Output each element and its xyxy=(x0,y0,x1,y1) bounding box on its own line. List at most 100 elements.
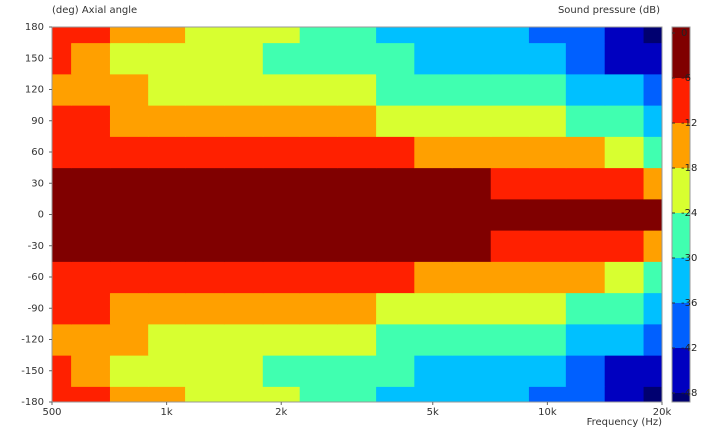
contour-cell xyxy=(185,230,225,262)
contour-cell xyxy=(52,27,72,44)
contour-cell xyxy=(451,42,492,75)
contour-cell xyxy=(490,230,530,262)
contour-cell xyxy=(71,198,111,231)
contour-cell xyxy=(262,136,301,169)
contour-cell xyxy=(376,355,415,387)
colorbar-band xyxy=(672,123,690,169)
contour-cell xyxy=(71,292,111,325)
contour-cell xyxy=(299,261,338,294)
colorbar-band xyxy=(672,168,690,214)
contour-cell xyxy=(52,167,72,200)
plot-area xyxy=(52,27,663,403)
contour-cell xyxy=(223,355,264,387)
contour-cell xyxy=(451,105,492,137)
contour-cell xyxy=(148,136,186,169)
contour-cell xyxy=(223,73,264,106)
contour-cell xyxy=(643,386,663,403)
contour-cell xyxy=(185,323,225,356)
contour-cell xyxy=(414,105,453,137)
y-tick-label: 180 xyxy=(25,22,44,33)
contour-cell xyxy=(185,167,225,200)
contour-cell xyxy=(451,261,492,294)
contour-cell xyxy=(528,355,567,387)
contour-cell xyxy=(148,261,186,294)
contour-cell xyxy=(71,261,111,294)
contour-cell xyxy=(223,42,264,75)
contour-cell xyxy=(148,292,186,325)
x-tick-label: 500 xyxy=(42,407,61,418)
y-tick-label: -180 xyxy=(21,397,44,408)
contour-cell xyxy=(604,292,645,325)
z-axis-title: Sound pressure (dB) xyxy=(558,5,660,16)
contour-cell xyxy=(299,198,338,231)
y-tick-label: 120 xyxy=(25,85,44,96)
contour-cell xyxy=(490,386,530,403)
contour-cell xyxy=(565,27,606,44)
contour-cell xyxy=(376,42,415,75)
contour-cell xyxy=(643,261,663,294)
contour-cell xyxy=(299,167,338,200)
y-tick-label: 60 xyxy=(31,147,44,158)
contour-cell xyxy=(148,42,186,75)
contour-cell xyxy=(451,292,492,325)
contour-cell xyxy=(52,230,72,262)
contour-cell xyxy=(52,261,72,294)
contour-cell xyxy=(451,136,492,169)
contour-cell xyxy=(337,292,377,325)
contour-cell xyxy=(52,292,72,325)
contour-cell xyxy=(185,386,225,403)
contour-cell xyxy=(565,323,606,356)
contour-cell xyxy=(337,198,377,231)
contour-cell xyxy=(414,42,453,75)
y-tick-label: -60 xyxy=(28,272,44,283)
colorbar-label: -42 xyxy=(681,343,697,354)
contour-cell xyxy=(604,73,645,106)
contour-cell xyxy=(376,323,415,356)
contour-cell xyxy=(223,27,264,44)
y-tick-label: -90 xyxy=(28,303,44,314)
colorbar-label: -36 xyxy=(681,298,697,309)
contour-cell xyxy=(528,261,567,294)
contour-cell xyxy=(490,198,530,231)
contour-cell xyxy=(262,167,301,200)
contour-cell xyxy=(299,230,338,262)
contour-cell xyxy=(52,355,72,387)
contour-cell xyxy=(414,73,453,106)
contour-cell xyxy=(223,323,264,356)
contour-cell xyxy=(414,386,453,403)
contour-cell xyxy=(528,73,567,106)
contour-cell xyxy=(185,42,225,75)
contour-cell xyxy=(490,323,530,356)
y-tick-label: 150 xyxy=(25,53,44,64)
contour-cell xyxy=(109,136,149,169)
contour-cell xyxy=(71,386,111,403)
contour-cell xyxy=(337,230,377,262)
contour-cell xyxy=(109,167,149,200)
contour-cell xyxy=(71,355,111,387)
contour-cell xyxy=(71,167,111,200)
contour-cell xyxy=(490,355,530,387)
contour-cell xyxy=(262,198,301,231)
contour-cell xyxy=(109,292,149,325)
contour-cell xyxy=(643,292,663,325)
contour-cell xyxy=(490,27,530,44)
contour-cell xyxy=(528,167,567,200)
contour-cell xyxy=(490,261,530,294)
colorbar-label: -30 xyxy=(681,253,697,264)
colorbar-band xyxy=(672,348,690,394)
contour-cell xyxy=(414,261,453,294)
contour-cell xyxy=(414,27,453,44)
contour-cell xyxy=(565,73,606,106)
contour-cell xyxy=(528,230,567,262)
contour-cell xyxy=(185,355,225,387)
contour-cell xyxy=(109,386,149,403)
contour-cell xyxy=(148,323,186,356)
contour-cell xyxy=(451,355,492,387)
contour-cell xyxy=(185,198,225,231)
contour-cell xyxy=(376,198,415,231)
contour-cell xyxy=(223,292,264,325)
contour-cell xyxy=(223,230,264,262)
contour-cell xyxy=(528,323,567,356)
contour-cell xyxy=(414,198,453,231)
